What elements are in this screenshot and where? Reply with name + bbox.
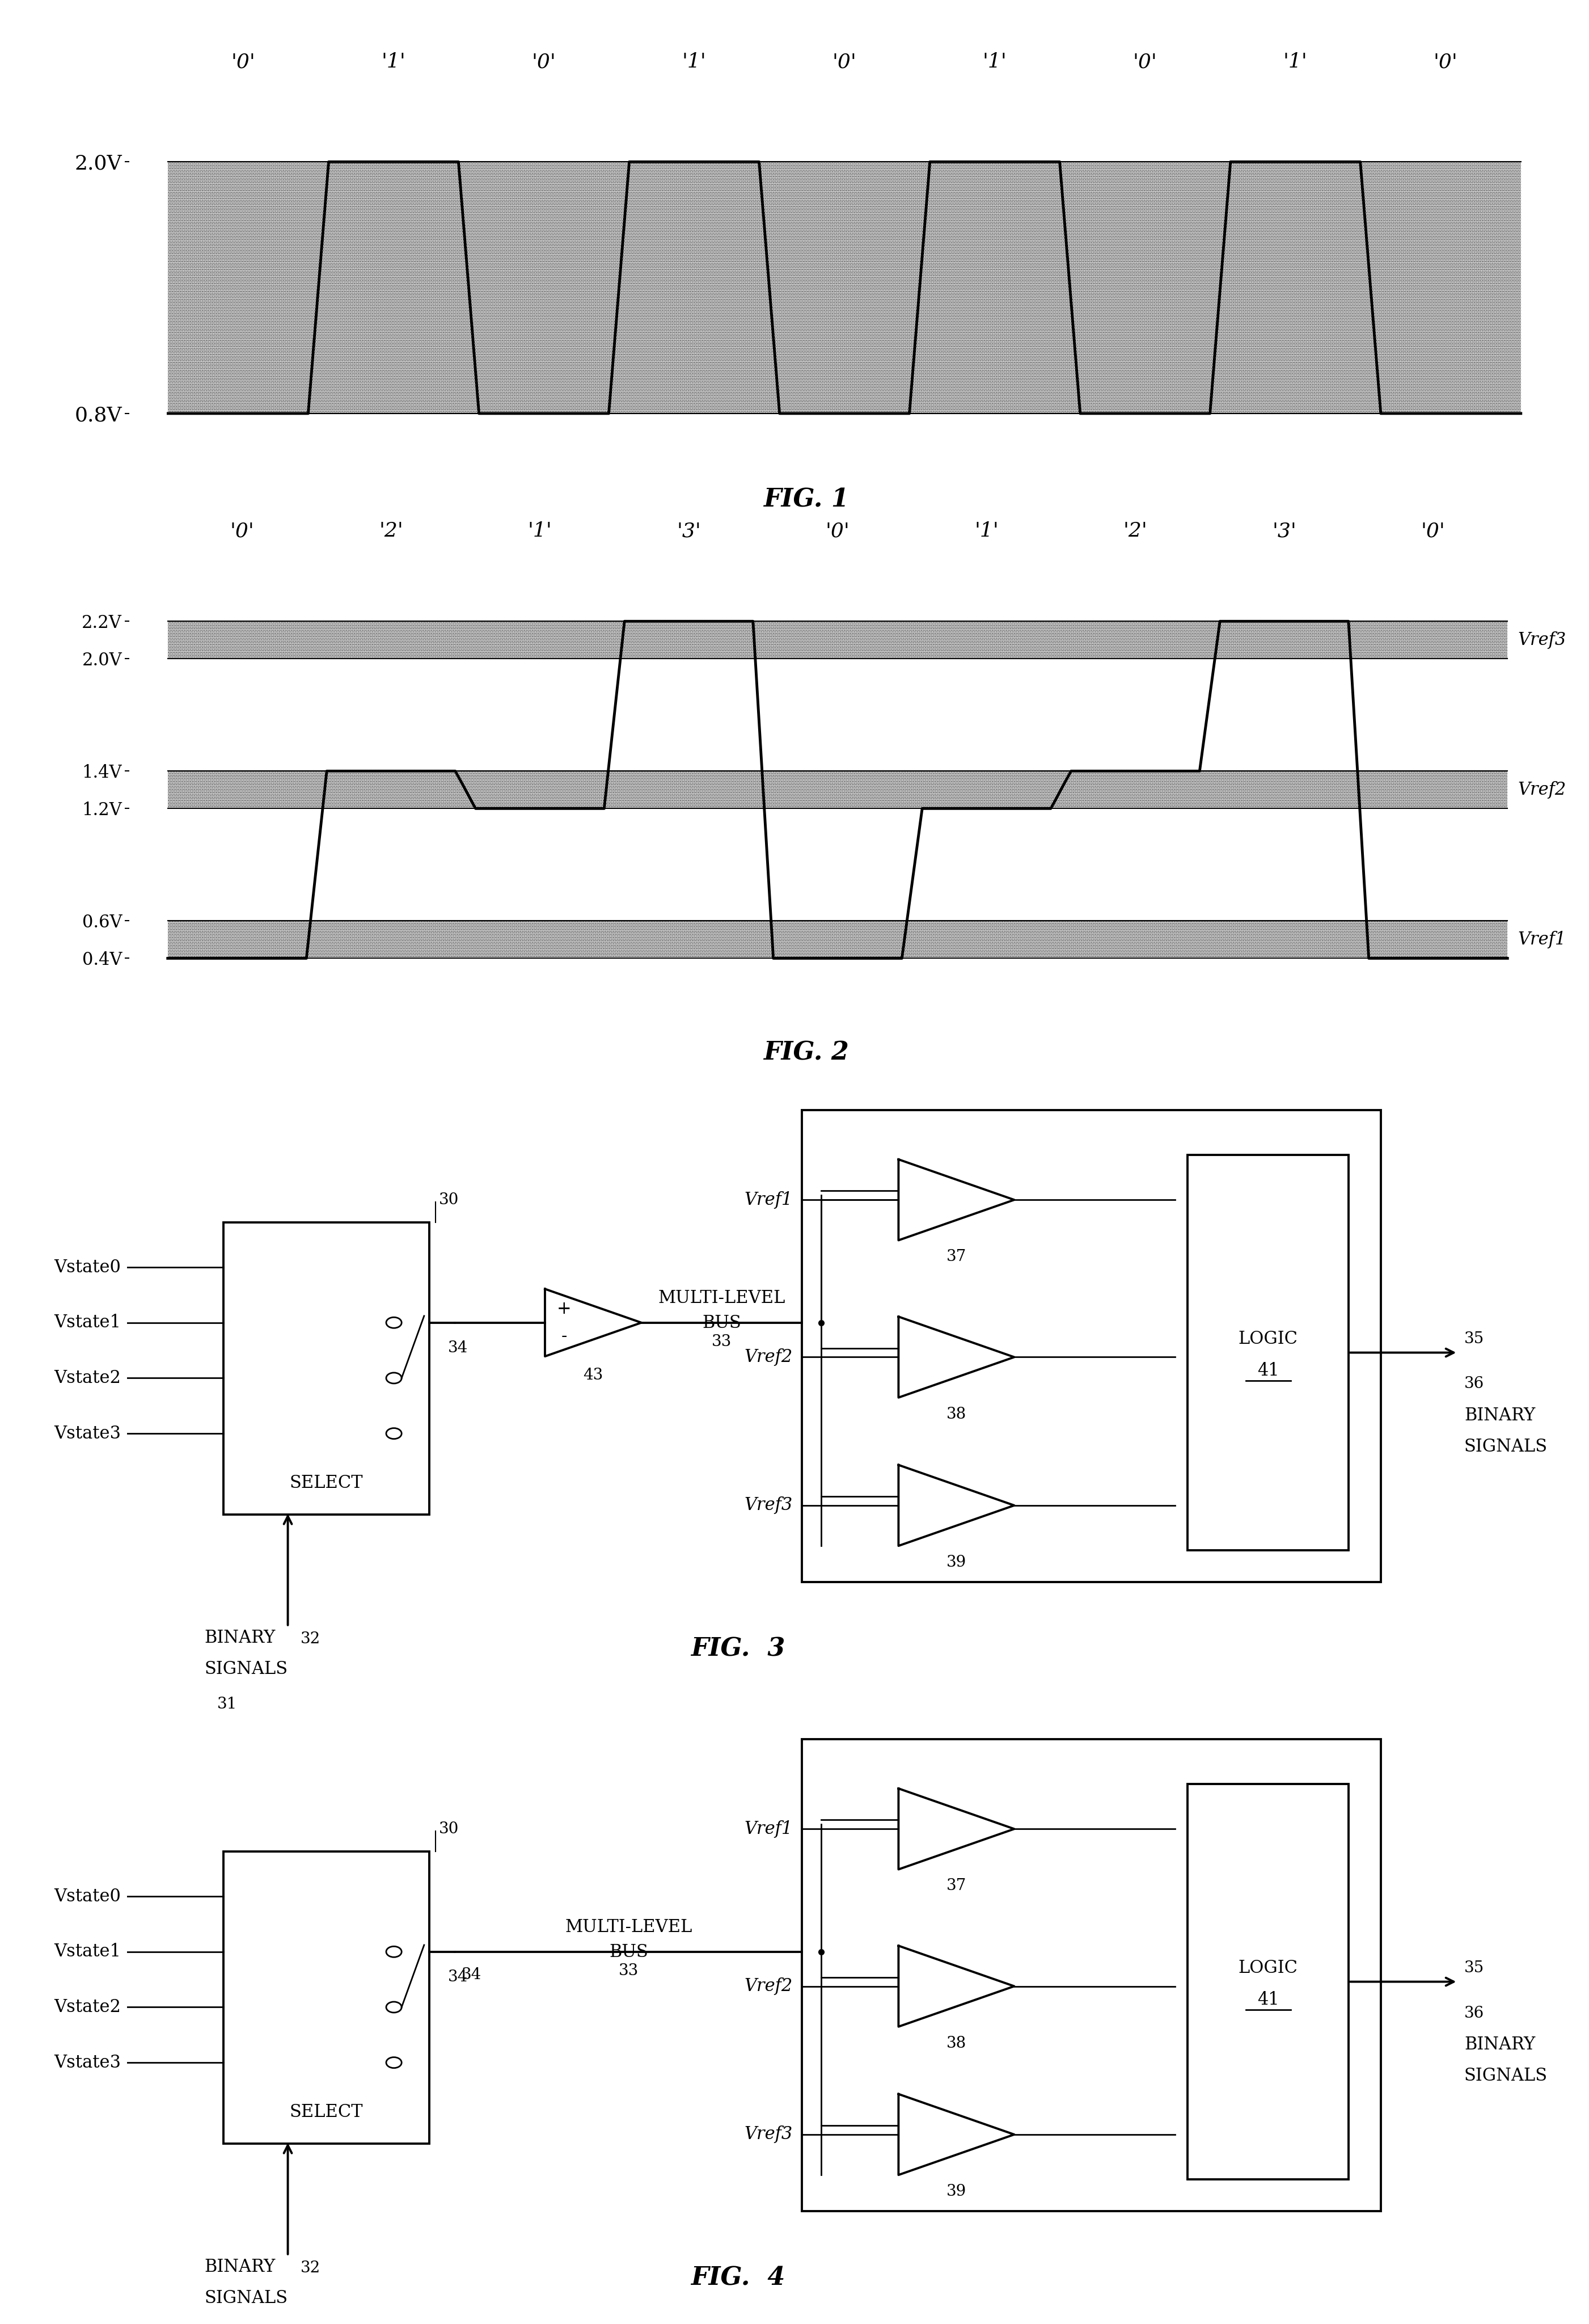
Text: FIG.  3: FIG. 3 [691,1636,785,1662]
Text: 31: 31 [218,1697,237,1713]
Bar [1187,1785,1349,2180]
Text: '0': '0' [826,521,850,541]
Text: Vstate1: Vstate1 [54,1313,121,1332]
Text: 35: 35 [1463,1961,1484,1975]
Text: SIGNALS: SIGNALS [205,2289,288,2308]
Text: LOGIC: LOGIC [1238,1959,1298,1978]
Text: MULTI-LEVEL: MULTI-LEVEL [566,1917,693,1936]
Text: FIG.  4: FIG. 4 [691,2266,785,2291]
Polygon shape [898,1945,1014,2027]
Text: 37: 37 [947,1878,966,1894]
Text: 34: 34 [448,1971,469,1985]
Text: '1': '1' [682,53,706,72]
Bar [802,1738,1381,2210]
Text: '3': '3' [1273,521,1297,541]
Text: '0': '0' [1133,53,1157,72]
Text: SELECT: SELECT [289,2103,364,2122]
Polygon shape [898,1464,1014,1545]
Text: 36: 36 [1463,1376,1484,1392]
Polygon shape [898,1318,1014,1397]
Text: BINARY: BINARY [1463,1406,1535,1425]
Text: Vref3: Vref3 [1517,632,1567,648]
Text: 34: 34 [461,1968,481,1982]
Text: BINARY: BINARY [205,1629,275,1648]
Text: 32: 32 [300,2261,321,2275]
Bar [1187,1155,1349,1550]
Text: Vstate0: Vstate0 [54,1887,121,1906]
Text: Vref2: Vref2 [744,1978,793,1994]
Text: '0': '0' [532,53,556,72]
Text: 30: 30 [439,1192,459,1208]
Polygon shape [898,1789,1014,1868]
Text: Vstate0: Vstate0 [54,1257,121,1276]
Text: '1': '1' [1284,53,1308,72]
Text: 38: 38 [947,2036,966,2052]
Text: 41: 41 [1257,1992,1279,2008]
Text: Vref3: Vref3 [744,1497,793,1515]
Text: 41: 41 [1257,1362,1279,1380]
Text: Vstate1: Vstate1 [54,1943,121,1961]
Text: '0': '0' [833,53,856,72]
Text: Vref1: Vref1 [744,1190,793,1208]
Text: BUS: BUS [609,1943,648,1961]
Text: FIG. 2: FIG. 2 [763,1041,849,1064]
Polygon shape [898,2094,1014,2175]
Text: LOGIC: LOGIC [1238,1329,1298,1348]
Polygon shape [545,1290,642,1357]
Text: 38: 38 [947,1406,966,1422]
Text: 37: 37 [947,1250,966,1264]
Text: +: + [558,1301,572,1318]
Text: MULTI-LEVEL: MULTI-LEVEL [658,1290,785,1306]
Text: Vref3: Vref3 [744,2126,793,2143]
Text: 35: 35 [1463,1332,1484,1348]
Text: SIGNALS: SIGNALS [205,1659,288,1678]
Text: Vref2: Vref2 [744,1348,793,1367]
Text: 36: 36 [1463,2006,1484,2022]
Text: Vref1: Vref1 [1517,932,1567,948]
Text: Vstate3: Vstate3 [54,2054,121,2071]
Bar [224,1222,429,1515]
Text: '3': '3' [677,521,701,541]
Text: BUS: BUS [702,1313,740,1332]
Polygon shape [898,1160,1014,1241]
Text: BINARY: BINARY [205,2259,275,2275]
Text: Vref1: Vref1 [744,1820,793,1838]
Text: '0': '0' [1421,521,1444,541]
Text: 33: 33 [618,1964,639,1978]
Bar [224,1852,429,2143]
Text: 33: 33 [712,1334,731,1350]
Text: '0': '0' [1433,53,1457,72]
Text: Vref2: Vref2 [1517,781,1567,799]
Text: '1': '1' [982,53,1007,72]
Text: -: - [561,1327,567,1346]
Text: 39: 39 [947,2185,966,2199]
Bar [802,1111,1381,1583]
Text: SIGNALS: SIGNALS [1463,1439,1548,1455]
Text: 34: 34 [448,1341,469,1355]
Text: Vstate2: Vstate2 [54,1999,121,2015]
Text: '0': '0' [230,53,256,72]
Text: 32: 32 [300,1631,321,1645]
Text: 43: 43 [583,1367,604,1383]
Text: '1': '1' [974,521,998,541]
Text: Vstate2: Vstate2 [54,1369,121,1387]
Text: '2': '2' [378,521,404,541]
Text: BINARY: BINARY [1463,2036,1535,2054]
Text: Vstate3: Vstate3 [54,1425,121,1443]
Text: SELECT: SELECT [289,1473,364,1492]
Text: FIG. 1: FIG. 1 [763,488,849,511]
Text: '1': '1' [381,53,405,72]
Text: '2': '2' [1123,521,1147,541]
Text: 30: 30 [439,1822,459,1836]
Text: SIGNALS: SIGNALS [1463,2068,1548,2085]
Text: 39: 39 [947,1555,966,1571]
Text: '0': '0' [230,521,254,541]
Text: '1': '1' [528,521,551,541]
